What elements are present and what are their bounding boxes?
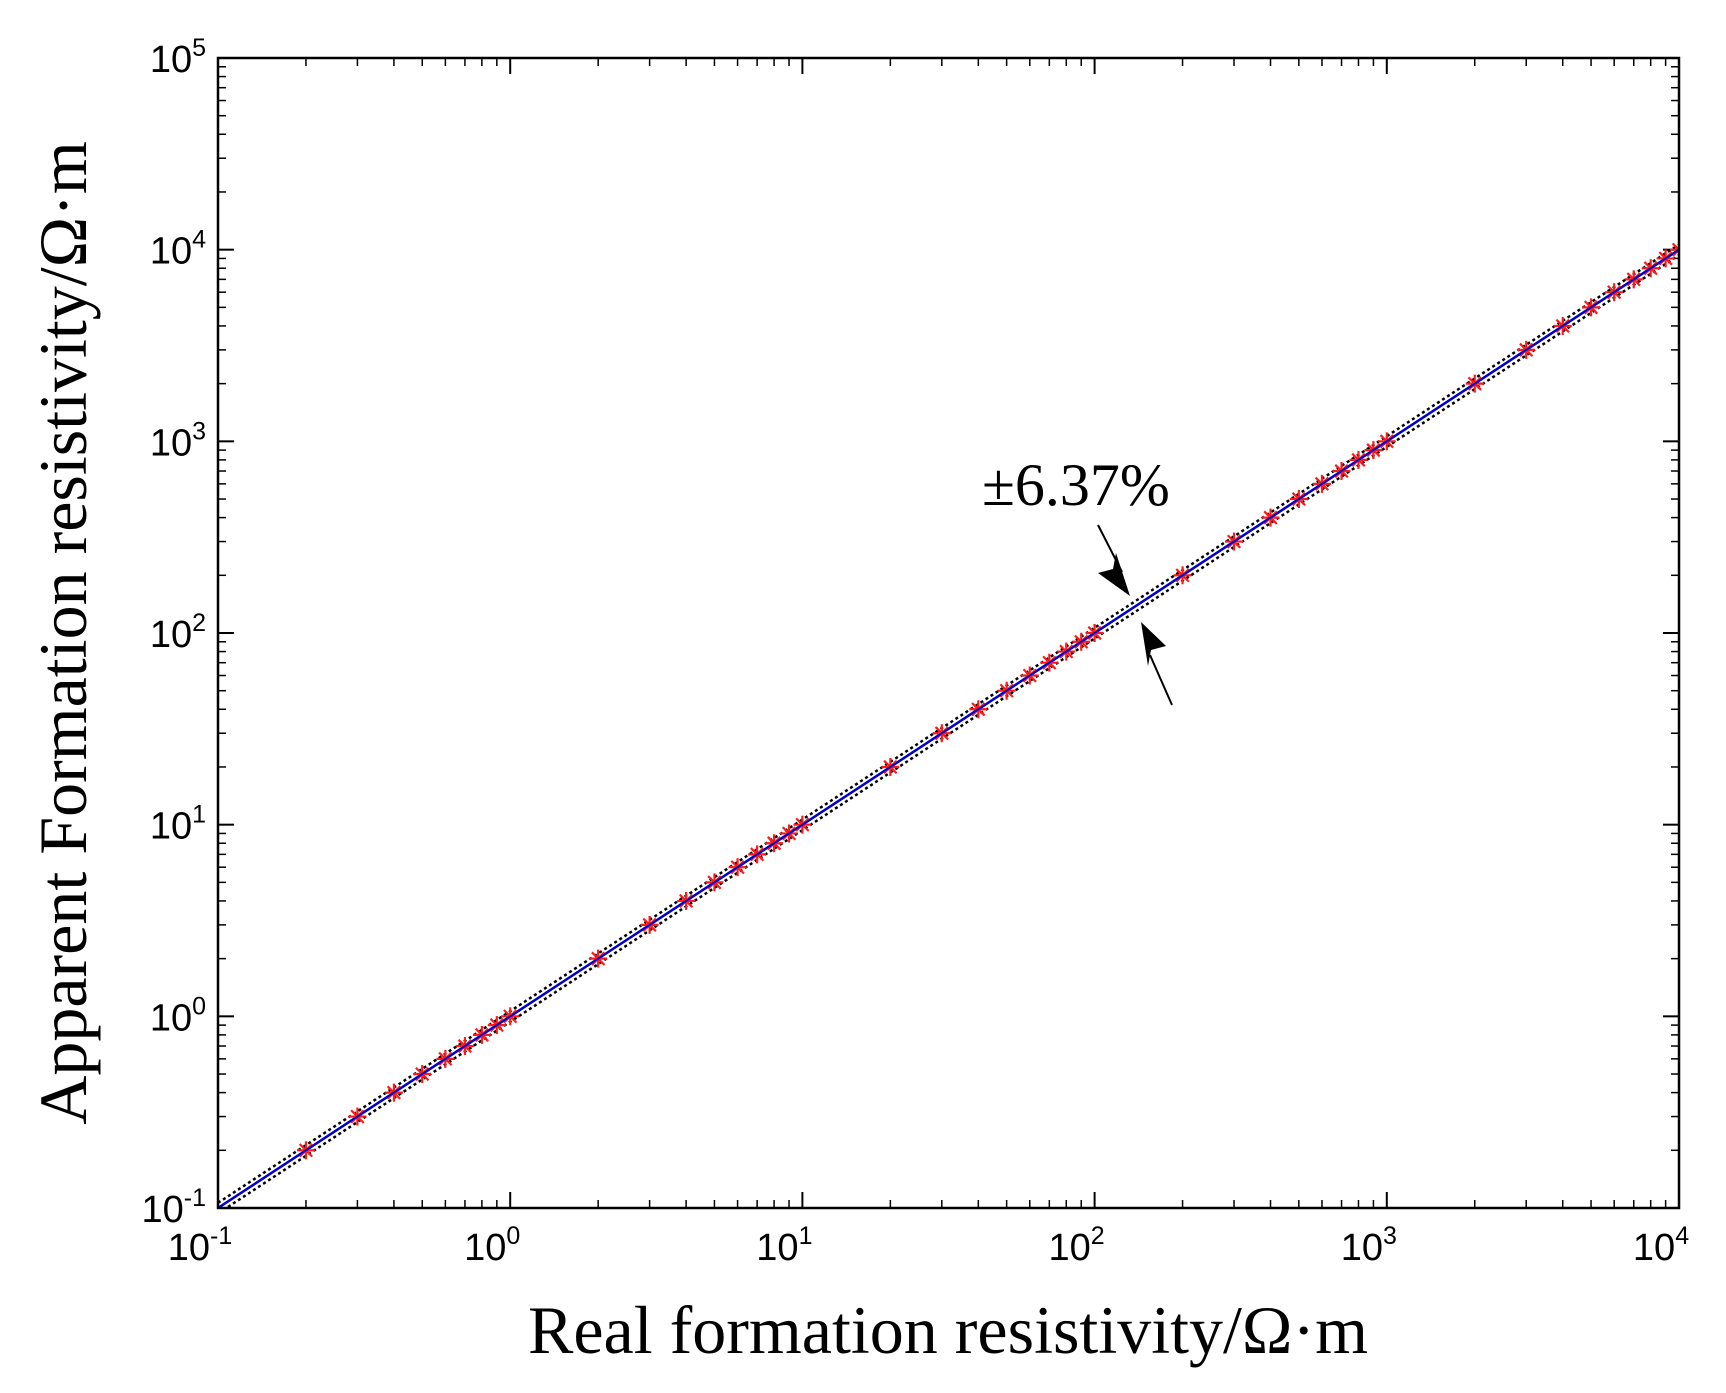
x-tick-label: 10-1 [168,1222,233,1269]
y-tick-label: 103 [150,417,206,464]
x-ticks: 10-1 100 101 102 103 104 [168,58,1689,1269]
annotation-leader-lower [1149,654,1173,706]
y-axis-title: Apparent Formation resistivity/Ω·m [25,141,101,1125]
y-tick-label: 10-1 [141,1184,206,1231]
plot-frame [216,56,1681,1210]
y-ticks: 10-1 100 101 102 103 104 105 [141,34,1679,1231]
x-tick-label: 103 [1341,1222,1397,1269]
x-tick-label: 101 [756,1222,812,1269]
plot-area [218,58,1679,1208]
annotation-arrow-lower [1141,622,1166,666]
annotation-arrow-upper [1098,553,1130,596]
y-tick-label: 101 [150,801,206,848]
x-tick-label: 100 [464,1222,520,1269]
y-tick-label: 104 [150,226,206,273]
annotation-group: ±6.37% [982,452,1173,706]
series-layer [218,240,1679,1208]
data-point [1670,240,1679,259]
tolerance-annotation: ±6.37% [982,452,1170,518]
x-tick-label: 104 [1633,1222,1689,1269]
y-tick-label: 105 [150,34,206,81]
y-tick-label: 100 [150,992,206,1039]
x-tick-label: 102 [1049,1222,1105,1269]
reference-line [218,248,1679,1208]
y-tick-label: 102 [150,609,206,656]
x-axis-title: Real formation resistivity/Ω·m [528,1292,1368,1368]
